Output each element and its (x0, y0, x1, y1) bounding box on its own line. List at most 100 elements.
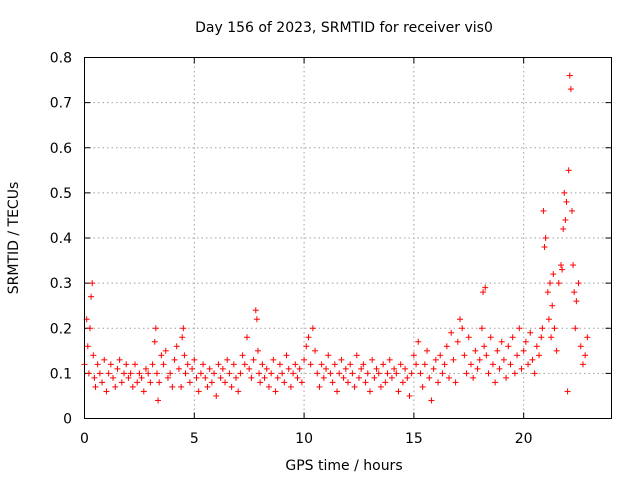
data-point (193, 374, 200, 381)
data-point (140, 388, 147, 395)
data-point (129, 383, 136, 390)
data-point (336, 370, 343, 377)
data-point (575, 280, 582, 287)
data-point (362, 379, 369, 386)
data-point (531, 370, 538, 377)
data-point (483, 352, 490, 359)
data-point (85, 370, 92, 377)
data-point (237, 370, 244, 377)
data-point (219, 365, 226, 372)
data-point (355, 374, 362, 381)
data-point (263, 365, 270, 372)
grid-lines (84, 57, 612, 419)
data-point (160, 361, 167, 368)
data-point (395, 388, 402, 395)
x-tick-label: 15 (405, 431, 423, 447)
data-point (228, 383, 235, 390)
data-point (494, 347, 501, 354)
data-point (230, 361, 237, 368)
data-point (186, 379, 193, 386)
data-point (474, 365, 481, 372)
data-point (562, 216, 569, 223)
data-point (256, 370, 263, 377)
data-point (393, 370, 400, 377)
data-point (518, 365, 525, 372)
data-point (443, 343, 450, 350)
data-point (428, 397, 435, 404)
data-point (476, 356, 483, 363)
data-point (404, 374, 411, 381)
data-point (88, 293, 95, 300)
data-point (178, 383, 185, 390)
data-point (134, 379, 141, 386)
data-point (514, 352, 521, 359)
data-point (171, 356, 178, 363)
data-point (285, 365, 292, 372)
data-point (327, 370, 334, 377)
data-point (274, 374, 281, 381)
data-point (208, 379, 215, 386)
data-point (541, 244, 548, 251)
data-point (281, 379, 288, 386)
data-point (132, 361, 139, 368)
data-point (259, 361, 266, 368)
data-point (252, 307, 259, 314)
data-point (243, 334, 250, 341)
data-point (563, 198, 570, 205)
data-point (413, 361, 420, 368)
data-point (452, 379, 459, 386)
data-point (250, 356, 257, 363)
data-point (246, 365, 253, 372)
data-point (149, 361, 156, 368)
y-tick-label: 0.1 (50, 366, 72, 382)
data-point (480, 289, 487, 296)
data-point (296, 365, 303, 372)
data-point (507, 361, 514, 368)
data-point (175, 365, 182, 372)
data-point (441, 361, 448, 368)
data-point (417, 370, 424, 377)
data-point (415, 338, 422, 345)
data-point (153, 370, 160, 377)
data-point (525, 361, 532, 368)
data-point (384, 370, 391, 377)
data-point (481, 343, 488, 350)
data-point (406, 392, 413, 399)
data-point (570, 262, 577, 269)
data-point (169, 383, 176, 390)
data-point (226, 370, 233, 377)
data-point (358, 365, 365, 372)
data-point (557, 262, 564, 269)
data-point (391, 365, 398, 372)
data-point (241, 361, 248, 368)
data-point (254, 347, 261, 354)
data-point (99, 379, 106, 386)
data-point (529, 356, 536, 363)
data-point (151, 338, 158, 345)
data-point (380, 361, 387, 368)
y-axis-label: SRMTID / TECUs (6, 182, 22, 295)
data-point (334, 388, 341, 395)
data-point (318, 361, 325, 368)
data-point (340, 374, 347, 381)
data-point (112, 383, 119, 390)
data-point (492, 379, 499, 386)
data-point (579, 361, 586, 368)
data-point (167, 370, 174, 377)
data-point (461, 352, 468, 359)
data-point (505, 343, 512, 350)
data-point (91, 374, 98, 381)
data-point (294, 374, 301, 381)
data-point (472, 347, 479, 354)
data-point (410, 352, 417, 359)
data-point (257, 379, 264, 386)
data-point (276, 361, 283, 368)
data-point (577, 343, 584, 350)
data-point (253, 316, 260, 323)
data-point (298, 379, 305, 386)
data-point (402, 365, 409, 372)
data-point (248, 374, 255, 381)
data-point (382, 379, 389, 386)
data-point (544, 289, 551, 296)
